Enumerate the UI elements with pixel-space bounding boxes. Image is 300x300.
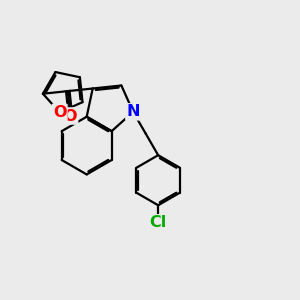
Text: O: O <box>53 105 66 120</box>
Text: Cl: Cl <box>149 215 167 230</box>
Text: N: N <box>126 104 140 119</box>
Text: O: O <box>64 109 77 124</box>
